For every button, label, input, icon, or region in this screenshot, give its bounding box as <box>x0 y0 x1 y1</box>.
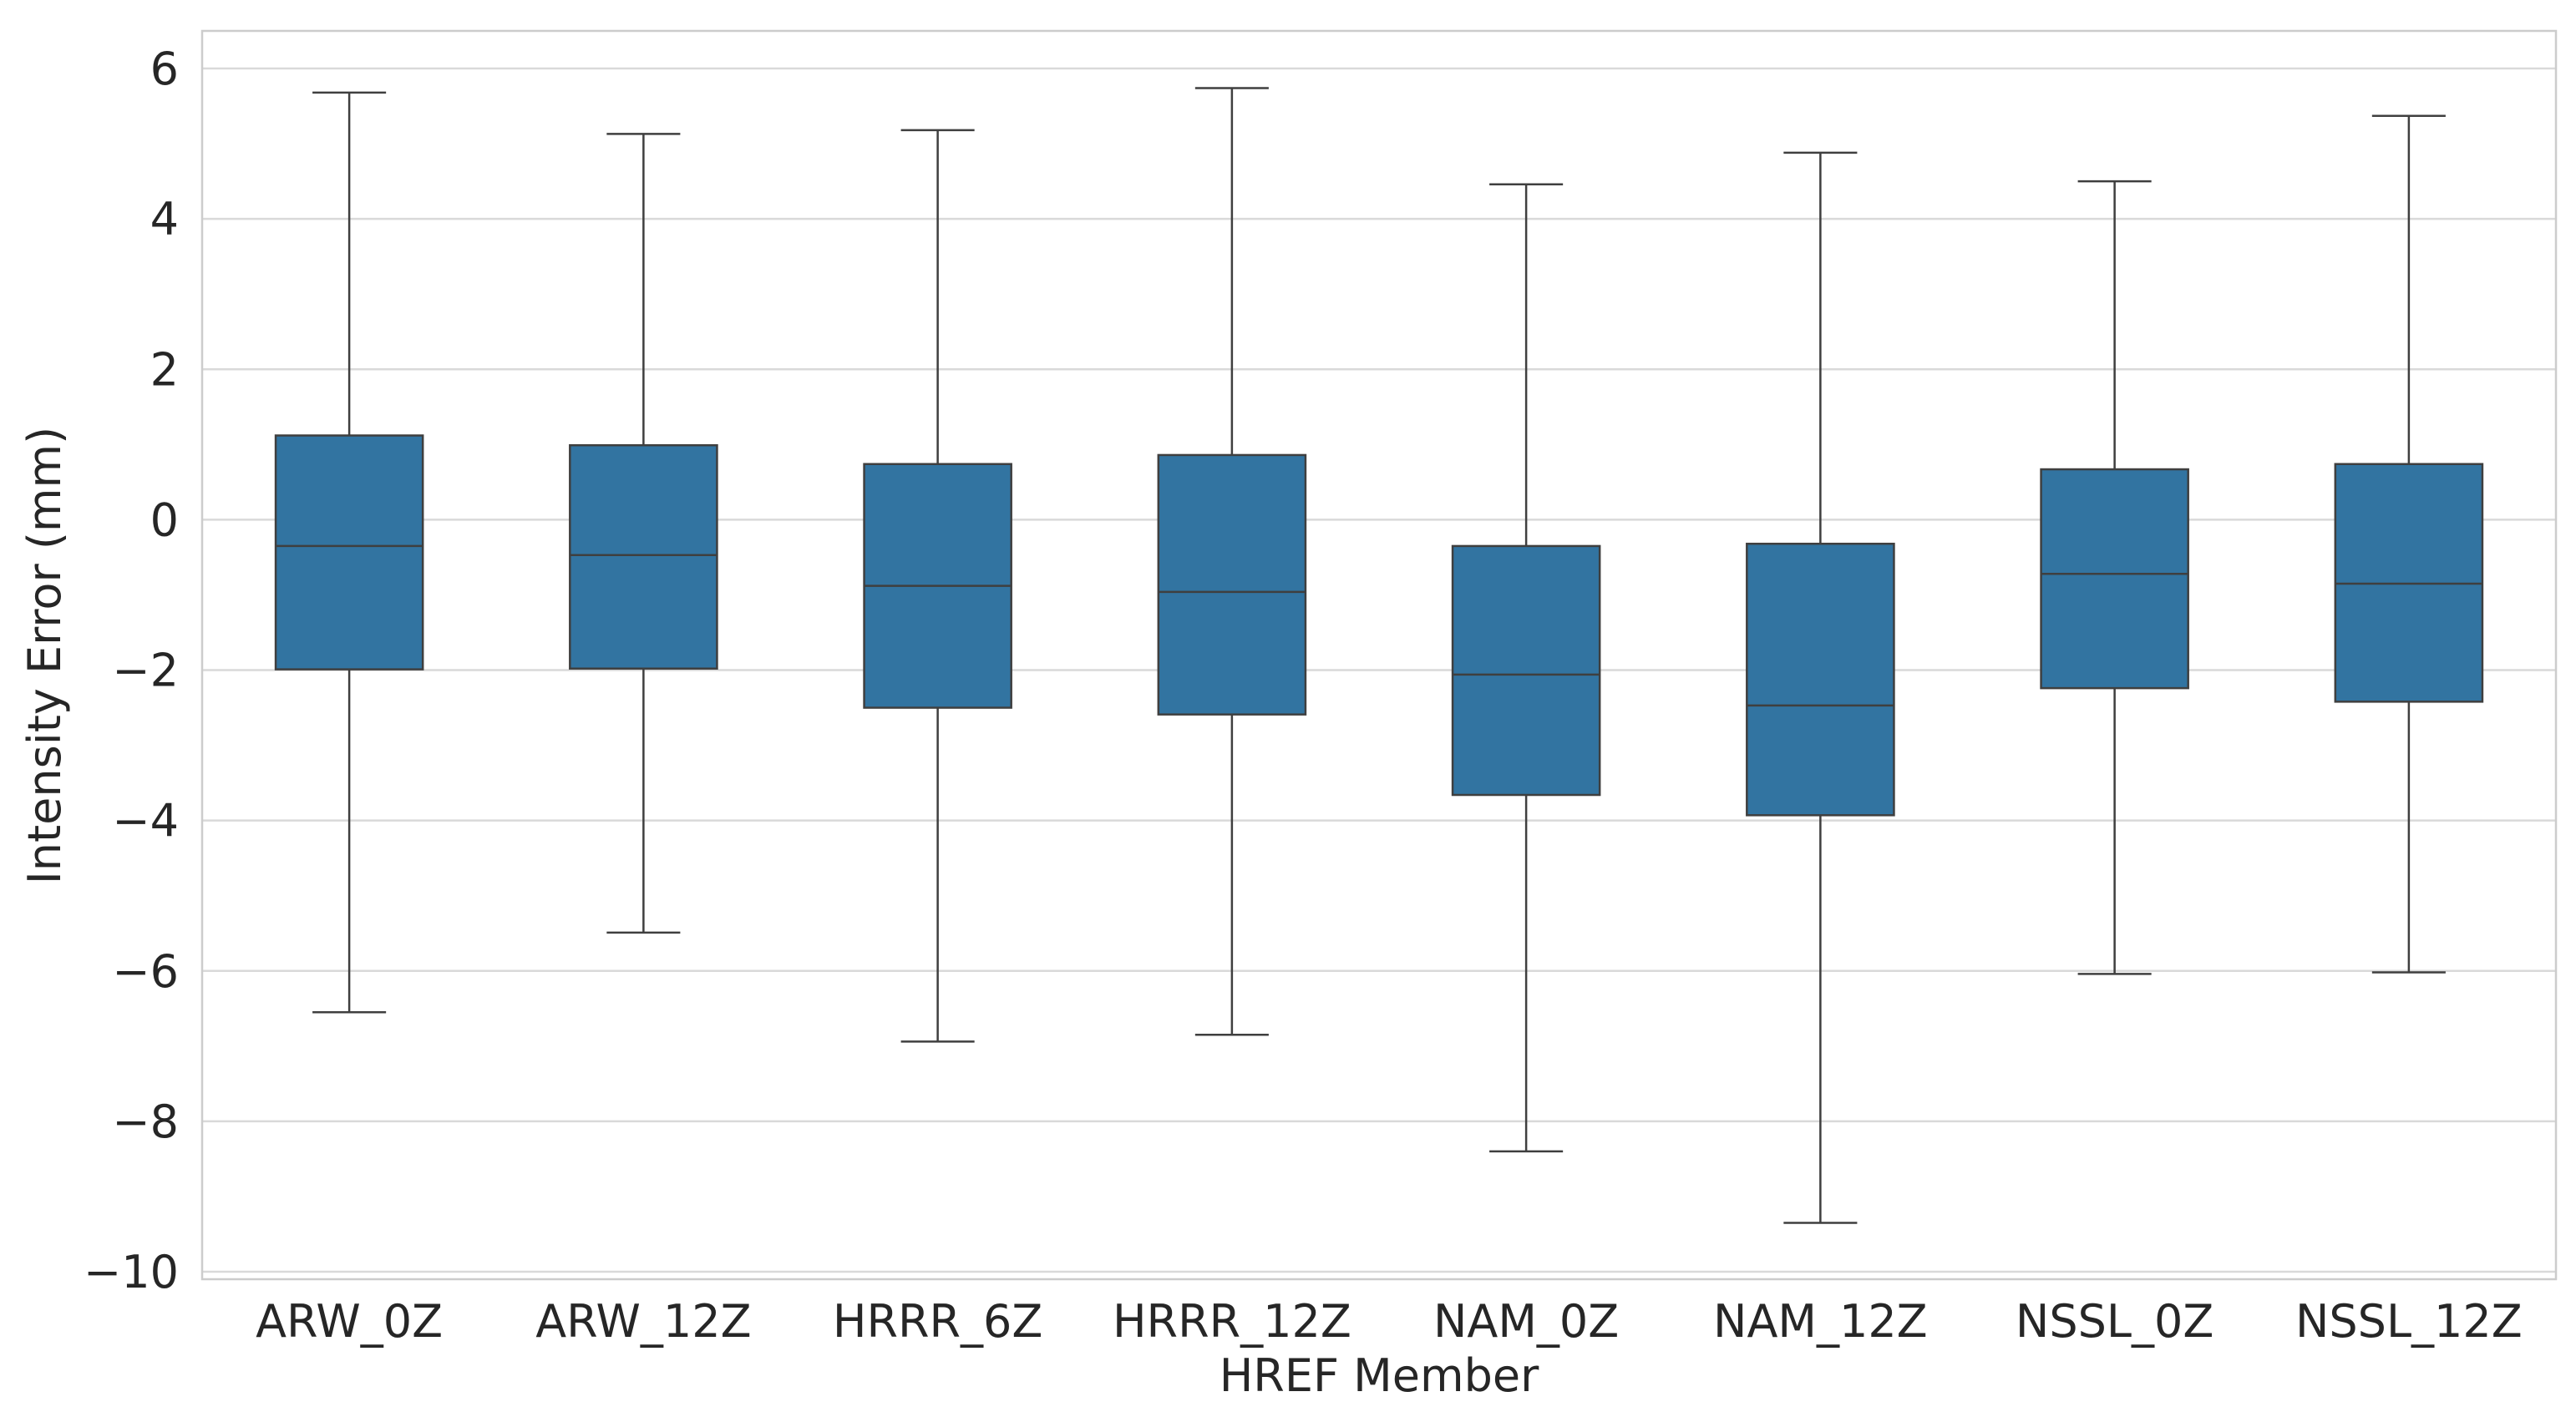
y-tick-label: −2 <box>112 645 179 697</box>
x-tick-label: HRRR_12Z <box>1113 1295 1351 1348</box>
x-tick-label: NSSL_12Z <box>2295 1295 2523 1348</box>
iqr-box <box>1746 542 1895 817</box>
y-tick-labels: 6 4 2 0 −2 −4 −6 −8 −10 <box>84 43 179 1298</box>
y-tick-label: 4 <box>150 193 179 245</box>
x-tick-label: ARW_12Z <box>535 1295 751 1348</box>
box-NAM_12Z <box>1746 151 1895 1224</box>
y-tick-label: 0 <box>150 493 179 546</box>
x-axis-label: HREF Member <box>1220 1349 1539 1402</box>
y-tick-label: −6 <box>112 945 179 998</box>
box-ARW_12Z <box>569 133 718 934</box>
y-tick-label: −4 <box>112 795 179 848</box>
y-tick-label: −8 <box>112 1096 179 1148</box>
box-series <box>274 87 2484 1224</box>
plot-area-frame <box>200 29 2558 1281</box>
iqr-box <box>569 443 718 670</box>
x-tick-label: NSSL_0Z <box>2016 1295 2213 1348</box>
y-axis-label: Intensity Error (mm) <box>18 427 71 884</box>
y-tick-label: 2 <box>150 343 179 396</box>
x-tick-labels: ARW_0Z ARW_12Z HRRR_6Z HRRR_12Z NAM_0Z NAM_12… <box>256 1295 2523 1348</box>
iqr-box <box>1451 544 1601 797</box>
iqr-box <box>1157 453 1307 716</box>
box-NAM_0Z <box>1451 183 1601 1153</box>
x-tick-label: NAM_0Z <box>1433 1295 1619 1348</box>
box-NSSL_0Z <box>2040 180 2189 975</box>
box-ARW_0Z <box>274 91 424 1014</box>
box-HRRR_12Z <box>1157 87 1307 1036</box>
x-tick-label: HRRR_6Z <box>833 1295 1043 1348</box>
x-tick-label: ARW_0Z <box>256 1295 443 1348</box>
iqr-box <box>274 434 424 671</box>
iqr-box <box>2040 468 2189 690</box>
y-tick-label: −10 <box>84 1246 179 1298</box>
y-tick-label: 6 <box>150 43 179 95</box>
x-tick-label: NAM_12Z <box>1713 1295 1928 1348</box>
box-HRRR_6Z <box>863 129 1012 1043</box>
box-NSSL_12Z <box>2334 114 2484 974</box>
